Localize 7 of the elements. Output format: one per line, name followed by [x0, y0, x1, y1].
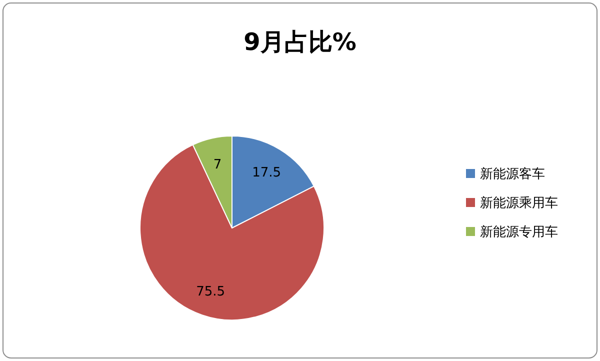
- data-label: 7: [213, 157, 222, 172]
- legend-label: 新能源客车: [480, 166, 545, 182]
- chart-title: 9月占比%: [244, 28, 356, 56]
- data-label: 17.5: [252, 166, 282, 181]
- legend-label: 新能源专用车: [480, 225, 558, 240]
- legend-label: 新能源乘用车: [480, 196, 558, 211]
- data-label: 75.5: [196, 284, 226, 300]
